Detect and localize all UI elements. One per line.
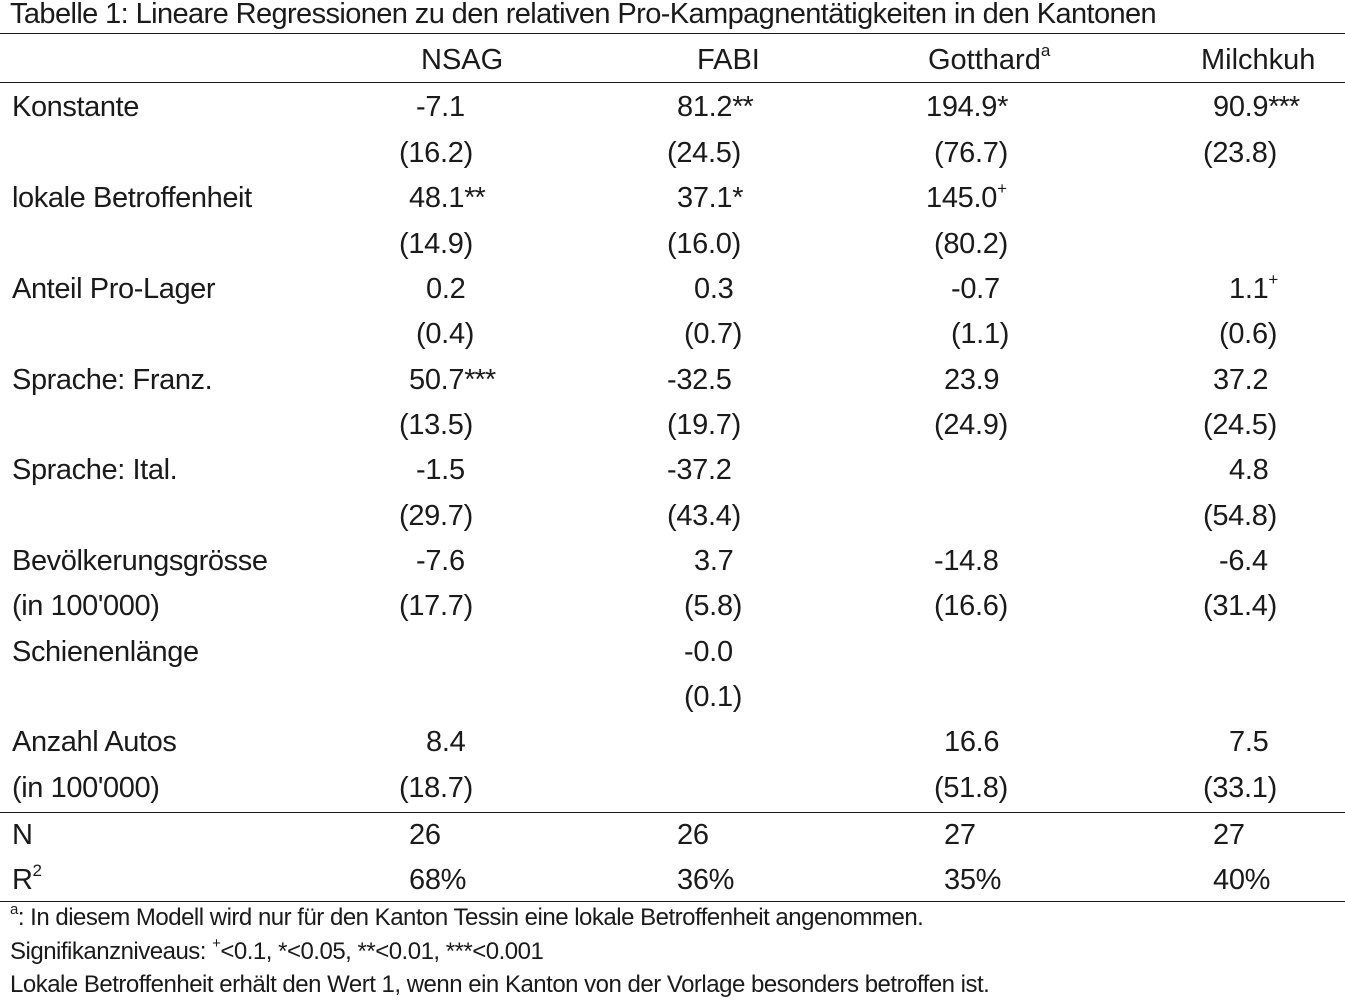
row-label-schienenlaenge: Schienenlänge	[12, 636, 199, 668]
coef-cell: 7.5	[1229, 726, 1269, 758]
se-cell: (0.7)	[684, 318, 743, 350]
se-cell: (16.0)	[667, 228, 741, 260]
coef-cell: 90.9***	[1213, 91, 1300, 123]
top-rule	[0, 33, 1345, 34]
row-label-anzahl-autos: Anzahl Autos	[12, 726, 177, 758]
se-cell: (1.1)	[951, 318, 1010, 350]
column-header-gotthard: Gottharda	[928, 41, 1051, 76]
se-cell: (13.5)	[399, 409, 473, 441]
coef-cell: -37.2	[667, 454, 732, 486]
se-cell: (0.1)	[684, 681, 743, 713]
stat-cell: 26	[677, 819, 709, 851]
stat-cell: 40%	[1213, 864, 1271, 896]
row-label-bevoelkerungsgroesse-unit: (in 100'000)	[12, 590, 160, 622]
stat-cell: 35%	[944, 864, 1002, 896]
coef-cell: 1.1+	[1229, 270, 1279, 305]
se-cell: (24.5)	[1203, 409, 1277, 441]
se-cell: (51.8)	[934, 772, 1008, 804]
se-cell: (24.5)	[667, 137, 741, 169]
se-cell: (17.7)	[399, 590, 473, 622]
se-cell: (54.8)	[1203, 500, 1277, 532]
se-cell: (80.2)	[934, 228, 1008, 260]
column-header-fabi: FABI	[697, 44, 760, 76]
stat-cell: 36%	[677, 864, 735, 896]
coef-cell: 37.2	[1213, 364, 1269, 396]
se-cell: (31.4)	[1203, 590, 1277, 622]
row-label-n: N	[12, 819, 33, 851]
se-cell: (18.7)	[399, 772, 473, 804]
row-label-lokale-betroffenheit: lokale Betroffenheit	[12, 182, 252, 214]
se-cell: (43.4)	[667, 500, 741, 532]
coef-cell: 194.9*	[926, 91, 1008, 123]
row-label-sprache-franz: Sprache: Franz.	[12, 364, 213, 396]
se-cell: (0.4)	[416, 318, 475, 350]
se-cell: (16.6)	[934, 590, 1008, 622]
coef-cell: 0.2	[426, 273, 466, 305]
coef-cell: 4.8	[1229, 454, 1269, 486]
coef-cell: 0.3	[694, 273, 734, 305]
coef-cell: 8.4	[426, 726, 466, 758]
coef-cell: 16.6	[944, 726, 1000, 758]
stats-rule	[0, 812, 1345, 813]
table-caption: Tabelle 1: Lineare Regressionen zu den r…	[10, 0, 1157, 30]
coef-cell: 37.1*	[677, 182, 744, 214]
footnote-gotthard: a: In diesem Modell wird nur für den Kan…	[10, 901, 924, 931]
coef-cell: -7.6	[416, 545, 465, 577]
se-cell: (5.8)	[684, 590, 743, 622]
coef-cell: -1.5	[416, 454, 465, 486]
coef-cell: 23.9	[944, 364, 1000, 396]
row-label-bevoelkerungsgroesse: Bevölkerungsgrösse	[12, 545, 268, 577]
coef-cell: -6.4	[1219, 545, 1268, 577]
se-cell: (29.7)	[399, 500, 473, 532]
footnote-significance: Signifikanzniveaus: +<0.1, *<0.05, **<0.…	[10, 935, 544, 965]
coef-cell: 3.7	[694, 545, 734, 577]
se-cell: (24.9)	[934, 409, 1008, 441]
footnote-lokale-betroffenheit: Lokale Betroffenheit erhält den Wert 1, …	[10, 971, 990, 998]
se-cell: (14.9)	[399, 228, 473, 260]
column-header-nsag: NSAG	[421, 44, 504, 76]
coef-cell: -7.1	[416, 91, 465, 123]
se-cell: (33.1)	[1203, 772, 1277, 804]
coef-cell: -0.7	[951, 273, 1000, 305]
coef-cell: -14.8	[934, 545, 999, 577]
stat-cell: 27	[1213, 819, 1245, 851]
row-label-sprache-ital: Sprache: Ital.	[12, 454, 178, 486]
coef-cell: 81.2**	[677, 91, 754, 123]
coef-cell: 145.0+	[926, 179, 1007, 214]
se-cell: (19.7)	[667, 409, 741, 441]
coef-cell: -32.5	[667, 364, 732, 396]
stat-cell: 27	[944, 819, 976, 851]
coef-cell: -0.0	[684, 636, 733, 668]
stat-cell: 26	[409, 819, 441, 851]
se-cell: (23.8)	[1203, 137, 1277, 169]
coef-cell: 48.1**	[409, 182, 486, 214]
footnote-rule	[0, 901, 1345, 902]
row-label-anzahl-autos-unit: (in 100'000)	[12, 772, 160, 804]
se-cell: (76.7)	[934, 137, 1008, 169]
se-cell: (0.6)	[1219, 318, 1278, 350]
se-cell: (16.2)	[399, 137, 473, 169]
column-header-milchkuh: Milchkuh	[1201, 44, 1316, 76]
row-label-konstante: Konstante	[12, 91, 139, 123]
row-label-anteil-pro-lager: Anteil Pro-Lager	[12, 273, 216, 305]
header-rule	[0, 82, 1345, 83]
coef-cell: 50.7***	[409, 364, 496, 396]
stat-cell: 68%	[409, 864, 467, 896]
row-label-r-squared: R2	[12, 861, 42, 896]
